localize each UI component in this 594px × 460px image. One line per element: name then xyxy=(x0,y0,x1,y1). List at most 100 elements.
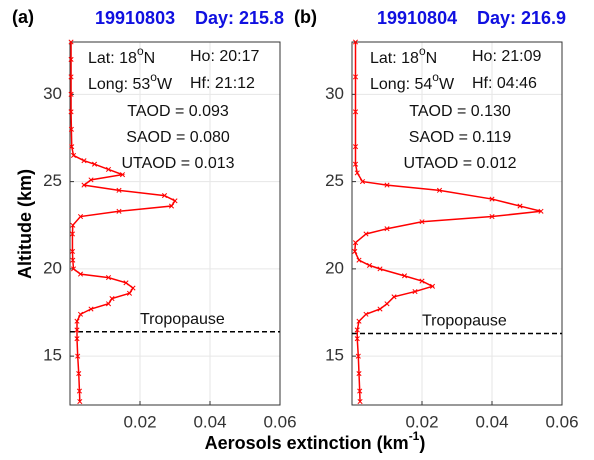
profile-marker xyxy=(356,257,362,263)
profile-marker xyxy=(76,371,82,377)
x-tick-label: 0.04 xyxy=(193,412,226,431)
latitude-part: N xyxy=(144,50,156,67)
axes-frame xyxy=(351,41,563,406)
profile-marker xyxy=(489,213,495,220)
hf-time: Hf: 04:46 xyxy=(472,75,537,92)
profile-marker xyxy=(74,327,80,333)
y-tick-label: 20 xyxy=(325,258,344,277)
tropopause-label: Tropopause xyxy=(140,311,225,328)
profile-marker xyxy=(77,271,84,277)
profile-marker xyxy=(356,371,362,377)
profile-marker xyxy=(352,240,359,246)
profile-marker xyxy=(412,289,418,295)
profile-marker xyxy=(429,283,436,289)
panel-date: 19910804 xyxy=(377,8,457,28)
taod: TAOD = 0.093 xyxy=(127,103,229,120)
profile-marker xyxy=(172,198,178,204)
ho-time: Ho: 20:17 xyxy=(190,48,259,65)
profile-line xyxy=(354,42,542,402)
profile-marker xyxy=(354,327,360,333)
saod: SAOD = 0.119 xyxy=(409,129,512,146)
profile-marker xyxy=(538,208,544,214)
profile-marker xyxy=(126,290,133,296)
profile-marker xyxy=(105,275,112,281)
profile-marker xyxy=(517,203,523,209)
profile-marker xyxy=(161,193,168,199)
y-tick-label: 25 xyxy=(43,171,62,190)
profile-marker xyxy=(68,74,74,80)
profile-marker xyxy=(130,285,136,291)
tropopause-label: Tropopause xyxy=(422,313,507,330)
axes-frame xyxy=(69,41,281,406)
profile-marker xyxy=(355,353,361,359)
taod: TAOD = 0.130 xyxy=(409,103,511,120)
x-tick-label: 0.02 xyxy=(123,412,156,431)
x-tick-label: 0.02 xyxy=(405,412,438,431)
profile-marker xyxy=(352,248,358,254)
latitude-sup: o xyxy=(419,44,426,58)
longitude-sup: o xyxy=(432,70,439,84)
y-tick-label: 15 xyxy=(325,346,344,365)
x-axis-label: Aerosols extinction (km-1) xyxy=(205,429,426,453)
y-axis-label: Altitude (km) xyxy=(15,169,35,279)
profile-marker xyxy=(352,74,359,80)
profile-marker xyxy=(352,161,359,167)
profile-marker xyxy=(77,398,83,405)
profile-marker xyxy=(70,152,77,158)
profile-marker xyxy=(76,388,83,394)
longitude-part: W xyxy=(439,76,455,93)
y-tick-label: 25 xyxy=(325,171,344,190)
profile-marker xyxy=(116,208,122,214)
y-tick-label: 30 xyxy=(325,84,344,103)
profile-marker xyxy=(116,187,122,193)
longitude-part: W xyxy=(157,76,173,93)
profile-marker xyxy=(419,219,425,225)
profile-marker xyxy=(401,273,408,279)
profile-marker xyxy=(105,301,112,307)
profile-marker xyxy=(68,39,74,45)
profile-marker xyxy=(91,161,98,167)
profile-marker xyxy=(88,177,94,183)
y-tick-label: 30 xyxy=(43,84,62,103)
y-tick-label: 20 xyxy=(43,258,62,277)
panel-letter: (b) xyxy=(294,7,317,27)
profile-marker xyxy=(75,353,81,359)
utaod: UTAOD = 0.012 xyxy=(403,155,516,172)
profile-marker xyxy=(354,336,360,342)
profile-marker xyxy=(366,262,373,268)
profile-marker xyxy=(109,295,115,302)
longitude-part: Long: 54 xyxy=(370,76,432,93)
profile-line xyxy=(70,42,177,402)
x-tick-label: 0.06 xyxy=(545,412,578,431)
profile-marker xyxy=(489,196,495,202)
profile-marker xyxy=(81,158,87,164)
profile-marker xyxy=(354,170,360,176)
profile-marker xyxy=(105,166,112,172)
longitude: Long: 53oW xyxy=(88,70,173,93)
profile-marker xyxy=(70,257,76,263)
saod: SAOD = 0.080 xyxy=(126,129,230,146)
utaod: UTAOD = 0.013 xyxy=(121,155,234,172)
profile-marker xyxy=(377,306,383,312)
profile-marker xyxy=(357,398,363,405)
latitude: Lat: 18oN xyxy=(370,44,437,67)
profile-marker xyxy=(168,203,175,209)
latitude: Lat: 18oN xyxy=(88,44,155,67)
profile-marker xyxy=(384,226,390,232)
x-tick-label: 0.06 xyxy=(263,412,296,431)
profile-marker xyxy=(436,187,443,193)
profile-marker xyxy=(77,311,84,317)
y-tick-label: 15 xyxy=(43,346,62,365)
profile-marker xyxy=(123,280,129,286)
latitude-sup: o xyxy=(137,44,144,58)
longitude-part: Long: 53 xyxy=(88,76,150,93)
profile-marker xyxy=(352,109,359,115)
profile-marker xyxy=(356,318,362,324)
profile-marker xyxy=(352,144,359,150)
longitude: Long: 54oW xyxy=(370,70,455,93)
hf-time: Hf: 21:12 xyxy=(190,75,255,92)
latitude-part: Lat: 18 xyxy=(88,50,137,67)
profile-marker xyxy=(119,172,126,178)
panel-date: 19910803 xyxy=(95,8,175,28)
